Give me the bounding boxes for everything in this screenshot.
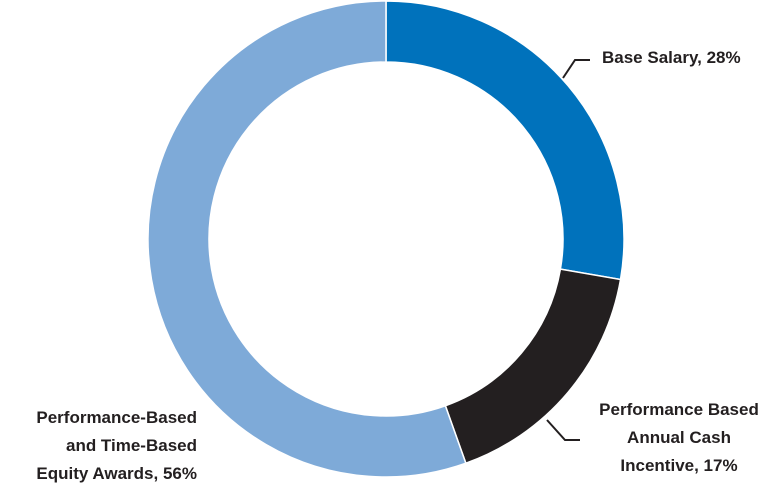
data-label: Performance Based Annual Cash Incentive,… — [599, 400, 759, 475]
leader-line — [562, 59, 590, 79]
leader-line — [546, 419, 580, 441]
slice — [147, 0, 467, 478]
slice — [385, 0, 625, 281]
donut — [147, 0, 625, 478]
slice — [444, 268, 622, 465]
data-label: Base Salary, 28% — [602, 48, 741, 67]
data-label: Performance-Based and Time-Based Equity … — [36, 408, 197, 483]
